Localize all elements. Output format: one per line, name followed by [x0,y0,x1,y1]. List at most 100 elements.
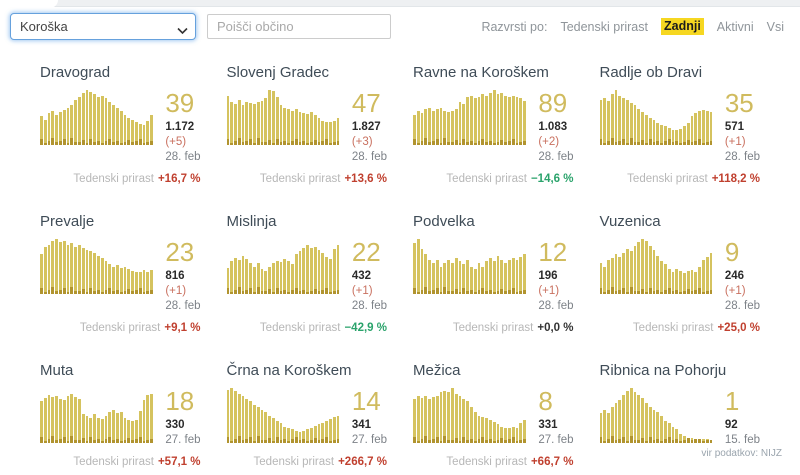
bar [146,120,150,145]
bar-daily-segment [462,139,466,145]
bar-daily-segment [507,439,511,444]
bar-daily-segment [607,439,610,444]
bar [234,103,237,145]
weekly-growth-value: +266,7 % [338,455,387,468]
bar [294,254,298,295]
bar [47,113,51,145]
bar-daily-segment [245,439,249,444]
bar [698,266,702,295]
bar [268,266,272,295]
bar [645,240,648,295]
bar-daily-segment [230,143,234,145]
bar [268,415,272,444]
total-cases: 92 [724,418,738,431]
bar [313,115,317,145]
municipality-name: Prevalje [40,213,95,231]
bar-daily-segment [496,142,500,145]
bar [237,99,241,145]
bar [675,130,679,145]
bar [134,419,138,444]
bar-daily-segment [603,143,607,145]
bar-daily-segment [690,440,694,444]
bar [488,257,492,295]
bar-daily-segment [485,142,488,145]
bar-daily-segment [112,440,115,444]
bar [507,427,511,444]
bar [447,112,450,145]
bar [66,107,70,145]
bar [614,254,618,295]
bar [599,263,603,295]
bar-daily-segment [458,441,462,444]
bar [298,112,302,145]
bar [481,416,485,444]
sort-option[interactable]: Tedenski prirast [560,19,648,34]
bar-daily-segment [481,139,485,145]
bar [439,107,443,145]
bar-daily-segment [496,440,500,444]
last-update-date: 27. feb [165,433,201,446]
bar [637,108,641,145]
bar-daily-segment [58,290,62,295]
search-input[interactable] [207,14,391,39]
bar-daily-segment [648,437,652,444]
bar [245,102,249,145]
bar-daily-segment [310,440,313,444]
bar [43,120,47,145]
bar [306,244,310,295]
bar [485,95,488,145]
bar-daily-segment [637,440,641,444]
bar [439,266,443,295]
bar-daily-segment [40,139,43,145]
bar-daily-segment [420,141,424,145]
active-cases-number: 9 [724,237,740,268]
bar-daily-segment [492,292,496,295]
bar-daily-segment [268,289,272,295]
weekly-growth-row: Tedenski prirast +25,0 % [600,322,760,334]
bar [709,253,713,295]
bar [112,266,115,295]
bar [77,399,81,444]
card-stats: 14 341 27. feb [344,388,387,448]
weekly-growth-row: Tedenski prirast +57,1 % [40,456,200,468]
bar [321,120,325,145]
bar [519,98,523,145]
bar-daily-segment [310,142,313,145]
bar-daily-segment [519,142,523,145]
bar-daily-segment [134,141,138,145]
bar [47,244,51,295]
bar [150,115,153,145]
bar-daily-segment [698,439,702,444]
bar [62,241,66,295]
bar-daily-segment [287,441,291,444]
bar [694,113,698,145]
total-cases: 341 [351,418,372,431]
sort-option[interactable]: Vsi [766,19,784,34]
bar-daily-segment [51,287,55,295]
bar-daily-segment [298,142,302,145]
bar-daily-segment [511,288,515,295]
bar [447,392,450,444]
bar [607,101,610,145]
total-cases: 1.083 [538,120,568,133]
region-select[interactable]: Koroška [10,13,196,40]
bar-daily-segment [447,142,450,145]
bar [253,266,256,295]
bar [81,247,85,295]
bar [648,406,652,444]
bar-daily-segment [253,292,256,295]
bar-daily-segment [679,441,683,444]
bar-daily-segment [607,141,610,145]
bar [664,263,667,295]
bar [146,272,150,295]
bar-daily-segment [629,138,633,145]
bar [115,107,119,145]
bar [131,120,134,145]
bar-daily-segment [256,436,260,444]
sort-option[interactable]: Zadnji [660,18,704,35]
bar [443,263,447,295]
sort-option[interactable]: Aktivni [716,19,754,34]
card-body: 12 196 (+1) 28. feb [413,239,574,314]
bar-daily-segment [302,141,306,145]
bar-daily-segment [138,288,142,295]
